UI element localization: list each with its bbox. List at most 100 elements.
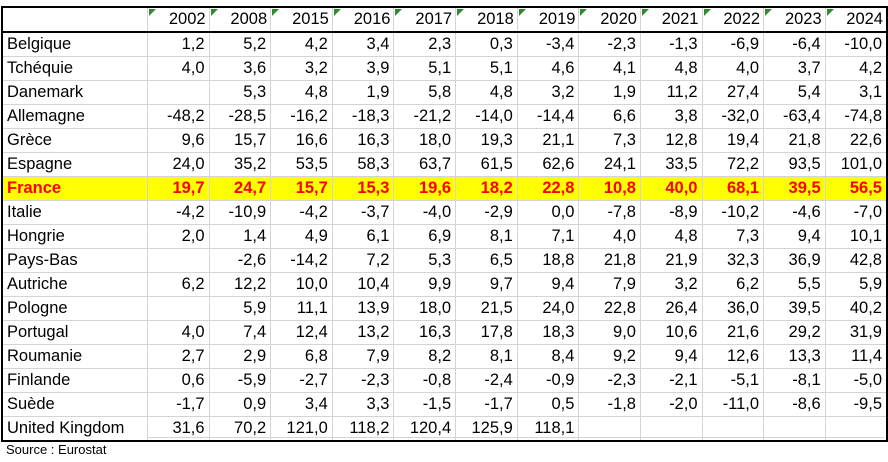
value-cell[interactable]: -1,3 xyxy=(639,31,703,57)
year-header-2021[interactable]: 2021 xyxy=(639,6,703,33)
value-cell[interactable]: 15,3 xyxy=(331,176,395,201)
value-cell[interactable]: -8,1 xyxy=(763,368,826,393)
value-cell[interactable]: 5,5 xyxy=(763,272,826,297)
value-cell[interactable]: 19,6 xyxy=(393,176,457,201)
value-cell[interactable]: -2,0 xyxy=(639,392,703,417)
value-cell[interactable]: 22,8 xyxy=(516,176,580,201)
value-cell[interactable]: 5,1 xyxy=(455,56,518,81)
year-header-2018[interactable]: 2018 xyxy=(455,6,518,33)
value-cell[interactable]: -0,9 xyxy=(516,368,580,393)
year-header-2019[interactable]: 2019 xyxy=(516,6,580,33)
value-cell[interactable]: -11,0 xyxy=(701,392,765,417)
value-cell[interactable]: 24,0 xyxy=(516,296,580,321)
value-cell[interactable]: -1,5 xyxy=(393,392,457,417)
value-cell[interactable]: 0,6 xyxy=(146,368,210,393)
value-cell[interactable]: 4,9 xyxy=(270,224,333,249)
value-cell[interactable]: -18,3 xyxy=(331,104,395,129)
value-cell[interactable]: 24,0 xyxy=(146,152,210,177)
value-cell[interactable]: 1,4 xyxy=(208,224,272,249)
value-cell[interactable]: 2,7 xyxy=(146,344,210,369)
value-cell[interactable]: 53,5 xyxy=(270,152,333,177)
value-cell[interactable]: 0,0 xyxy=(516,200,580,225)
value-cell[interactable]: 7,3 xyxy=(578,128,641,153)
year-header-2017[interactable]: 2017 xyxy=(393,6,457,33)
value-cell[interactable]: -2,6 xyxy=(208,248,272,273)
value-cell[interactable]: 32,3 xyxy=(701,248,765,273)
corner-cell[interactable] xyxy=(0,6,148,33)
value-cell[interactable]: 61,5 xyxy=(455,152,518,177)
value-cell[interactable]: -10,0 xyxy=(824,31,888,57)
value-cell[interactable]: 63,7 xyxy=(393,152,457,177)
value-cell[interactable]: 9,2 xyxy=(578,344,641,369)
value-cell[interactable]: 72,2 xyxy=(701,152,765,177)
value-cell[interactable]: 12,2 xyxy=(208,272,272,297)
country-cell[interactable]: Pays-Bas xyxy=(0,248,148,273)
value-cell[interactable]: 19,7 xyxy=(146,176,210,201)
value-cell[interactable]: 3,7 xyxy=(763,56,826,81)
value-cell[interactable]: 17,8 xyxy=(455,320,518,345)
value-cell[interactable]: 4,0 xyxy=(146,56,210,81)
value-cell[interactable]: -28,5 xyxy=(208,104,272,129)
value-cell[interactable]: 10,8 xyxy=(578,176,641,201)
value-cell[interactable]: 39,5 xyxy=(763,176,826,201)
value-cell[interactable]: 11,2 xyxy=(639,80,703,105)
value-cell[interactable]: 0,5 xyxy=(516,392,580,417)
value-cell[interactable]: 0,3 xyxy=(455,31,518,57)
value-cell[interactable]: 18,3 xyxy=(516,320,580,345)
value-cell[interactable]: 9,9 xyxy=(393,272,457,297)
value-cell[interactable]: 26,4 xyxy=(639,296,703,321)
value-cell[interactable]: 5,4 xyxy=(763,80,826,105)
value-cell[interactable]: 10,4 xyxy=(331,272,395,297)
value-cell[interactable]: -2,7 xyxy=(270,368,333,393)
value-cell[interactable]: 5,3 xyxy=(393,248,457,273)
value-cell[interactable]: 42,8 xyxy=(824,248,888,273)
value-cell[interactable]: -4,2 xyxy=(146,200,210,225)
value-cell[interactable]: 16,3 xyxy=(331,128,395,153)
value-cell[interactable]: -32,0 xyxy=(701,104,765,129)
value-cell[interactable]: 10,6 xyxy=(639,320,703,345)
country-cell[interactable]: Belgique xyxy=(0,31,148,57)
value-cell[interactable]: 24,7 xyxy=(208,176,272,201)
value-cell[interactable]: 4,2 xyxy=(824,56,888,81)
value-cell[interactable]: 40,2 xyxy=(824,296,888,321)
value-cell[interactable]: -4,2 xyxy=(270,200,333,225)
value-cell[interactable]: 3,2 xyxy=(516,80,580,105)
value-cell[interactable]: 18,0 xyxy=(393,128,457,153)
year-header-2015[interactable]: 2015 xyxy=(270,6,333,33)
value-cell[interactable]: 4,8 xyxy=(639,224,703,249)
country-cell[interactable]: France xyxy=(0,176,148,201)
value-cell[interactable]: 3,1 xyxy=(824,80,888,105)
value-cell[interactable]: -9,5 xyxy=(824,392,888,417)
value-cell[interactable]: -14,0 xyxy=(455,104,518,129)
value-cell[interactable]: -16,2 xyxy=(270,104,333,129)
value-cell[interactable]: -7,8 xyxy=(578,200,641,225)
year-header-2002[interactable]: 2002 xyxy=(146,6,210,33)
value-cell[interactable]: 35,2 xyxy=(208,152,272,177)
value-cell[interactable]: 21,8 xyxy=(763,128,826,153)
value-cell[interactable]: 4,8 xyxy=(455,80,518,105)
value-cell[interactable]: 5,1 xyxy=(393,56,457,81)
year-header-2023[interactable]: 2023 xyxy=(763,6,826,33)
value-cell[interactable]: -2,3 xyxy=(331,368,395,393)
value-cell[interactable]: -3,4 xyxy=(516,31,580,57)
value-cell[interactable]: 24,1 xyxy=(578,152,641,177)
value-cell[interactable]: 6,8 xyxy=(270,344,333,369)
country-cell[interactable]: Grèce xyxy=(0,128,148,153)
country-cell[interactable]: Espagne xyxy=(0,152,148,177)
country-cell[interactable]: Danemark xyxy=(0,80,148,105)
value-cell[interactable]: -8,6 xyxy=(763,392,826,417)
value-cell[interactable]: 8,4 xyxy=(516,344,580,369)
value-cell[interactable]: -5,9 xyxy=(208,368,272,393)
value-cell[interactable]: -14,2 xyxy=(270,248,333,273)
value-cell[interactable]: 11,1 xyxy=(270,296,333,321)
value-cell[interactable]: 4,6 xyxy=(516,56,580,81)
value-cell[interactable]: 12,8 xyxy=(639,128,703,153)
value-cell[interactable]: -63,4 xyxy=(763,104,826,129)
value-cell[interactable]: 19,4 xyxy=(701,128,765,153)
value-cell[interactable]: -7,0 xyxy=(824,200,888,225)
value-cell[interactable]: 18,0 xyxy=(393,296,457,321)
value-cell[interactable] xyxy=(146,80,210,105)
value-cell[interactable]: 21,6 xyxy=(701,320,765,345)
value-cell[interactable]: 21,5 xyxy=(455,296,518,321)
value-cell[interactable]: 6,6 xyxy=(578,104,641,129)
